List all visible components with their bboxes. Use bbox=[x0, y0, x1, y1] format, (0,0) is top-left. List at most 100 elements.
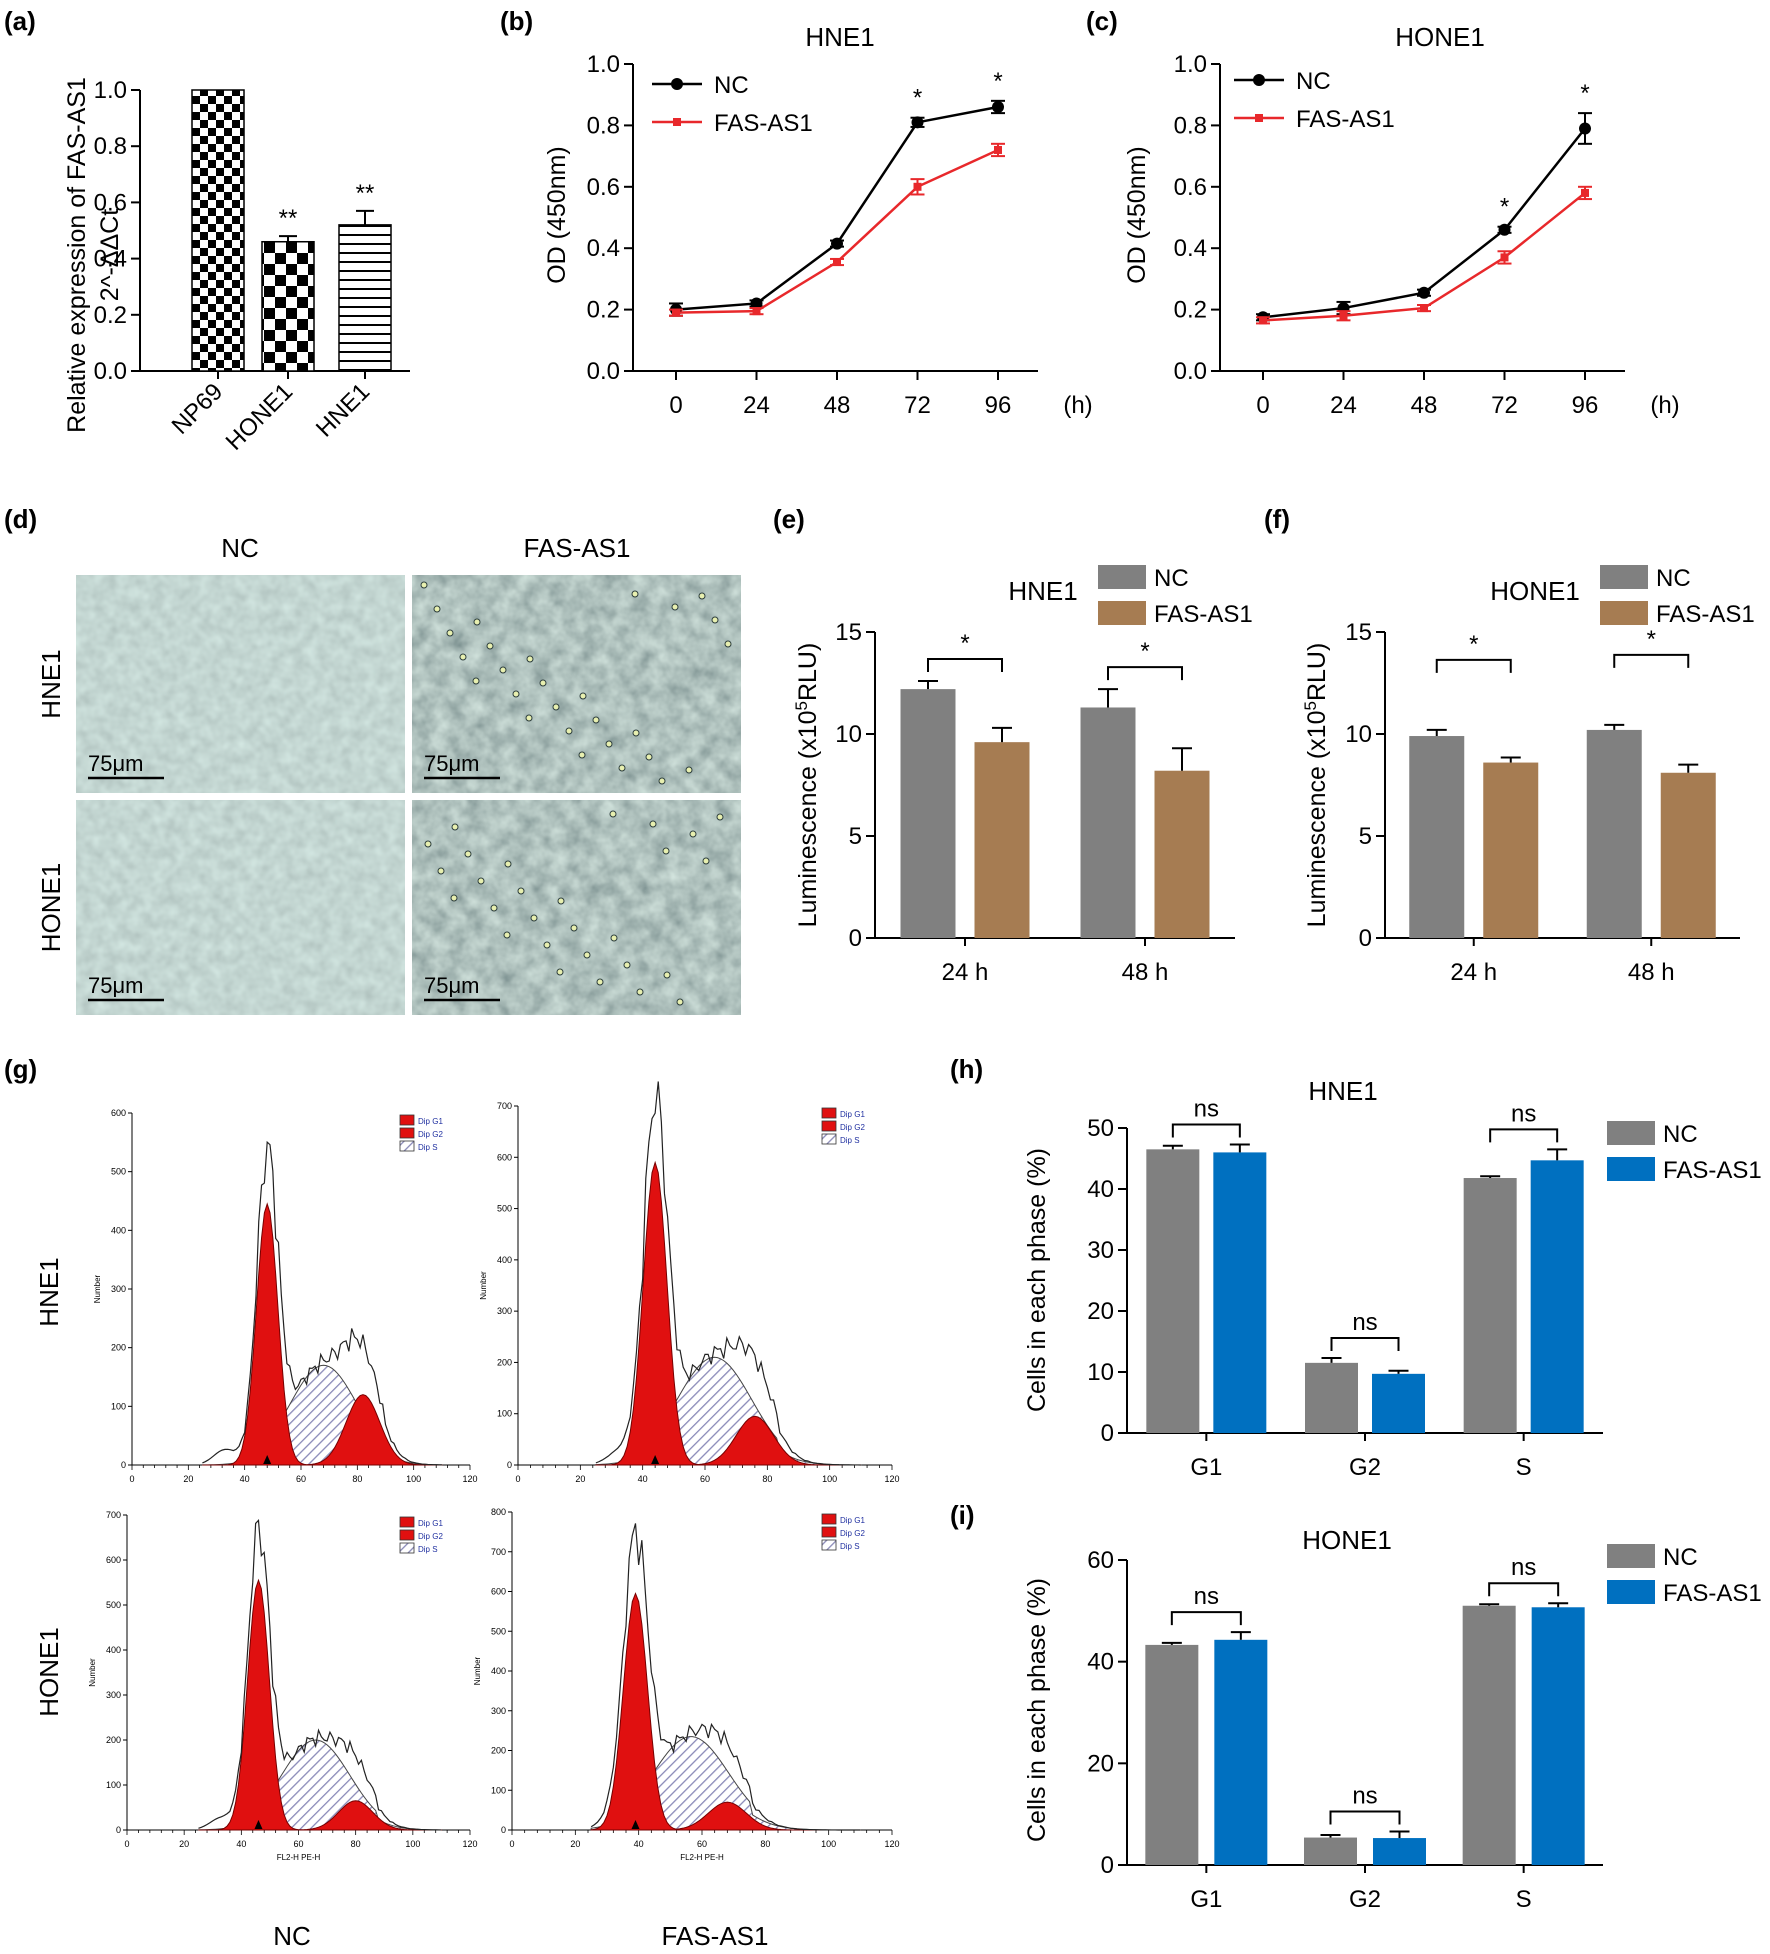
panel-i-x-tick-label: S bbox=[1516, 1886, 1532, 1913]
panel-a-x-tick-label: NP69 bbox=[167, 378, 229, 440]
panel-h-y-tick-label: 20 bbox=[1087, 1298, 1114, 1325]
significance-mark: ns bbox=[1511, 1100, 1536, 1127]
cell-highlight bbox=[618, 764, 626, 772]
panel-e-y-tick-label: 0 bbox=[849, 925, 862, 952]
histogram-legend-swatch bbox=[821, 1107, 837, 1119]
legend-label-FAS-AS1: FAS-AS1 bbox=[1663, 1580, 1762, 1607]
significance-bracket bbox=[1170, 1611, 1242, 1626]
significance-mark: * bbox=[960, 630, 969, 657]
panel-f-y-tick-label: 15 bbox=[1345, 619, 1372, 646]
histogram-y-tick-label: 300 bbox=[491, 1706, 506, 1716]
panel-g-label: (g) bbox=[4, 1054, 37, 1084]
significance-mark: ** bbox=[356, 180, 375, 207]
histogram-x-tick-label: 20 bbox=[575, 1474, 585, 1484]
legend-marker bbox=[1255, 114, 1263, 122]
panel-i-y-tick-label: 40 bbox=[1087, 1649, 1114, 1676]
panel-a-x-tick-label: HNE1 bbox=[311, 378, 375, 442]
panel-a-y-label-2: 2^-ΔΔCt bbox=[96, 209, 124, 301]
panel-b-x-tick-label: 48 bbox=[824, 392, 851, 419]
cell-highlight bbox=[504, 860, 512, 868]
histogram-g1-peak bbox=[595, 1160, 861, 1466]
histogram-x-tick-label: 0 bbox=[129, 1474, 134, 1484]
cell-highlight bbox=[490, 904, 498, 912]
panel-c-y-tick-label: 0.2 bbox=[1174, 297, 1207, 324]
histogram-y-tick-label: 100 bbox=[491, 1785, 506, 1795]
cell-highlight bbox=[685, 766, 693, 774]
cell-highlight bbox=[446, 629, 454, 637]
cell-highlight bbox=[570, 924, 578, 932]
histogram-y-label: Number bbox=[479, 1271, 488, 1300]
bar-FAS-AS1-24 h bbox=[1483, 762, 1539, 938]
panel-h-y-label: Cells in each phase (%) bbox=[1023, 1148, 1051, 1412]
panel-h-y-tick-label: 0 bbox=[1101, 1420, 1114, 1447]
cell-highlight bbox=[579, 692, 587, 700]
histogram-y-tick-label: 100 bbox=[106, 1780, 121, 1790]
legend-label-NC: NC bbox=[1154, 565, 1189, 592]
histogram-x-tick-label: 80 bbox=[762, 1474, 772, 1484]
histogram-envelope bbox=[595, 1081, 861, 1466]
significance-mark: ns bbox=[1194, 1583, 1219, 1610]
bar-NC-G2 bbox=[1305, 1362, 1358, 1433]
histogram-x-tick-label: 120 bbox=[462, 1474, 477, 1484]
histogram-y-tick-label: 800 bbox=[491, 1507, 506, 1517]
significance-bracket bbox=[1171, 1123, 1241, 1138]
panel-h-y-tick-label: 30 bbox=[1087, 1237, 1114, 1264]
cell-highlight bbox=[543, 941, 551, 949]
series-line-FAS-AS1 bbox=[1262, 191, 1586, 322]
cell-highlight bbox=[605, 740, 613, 748]
legend-label-NC: NC bbox=[714, 72, 749, 99]
panel-c-y-tick-label: 0.4 bbox=[1174, 235, 1207, 262]
scale-bar-label: 75μm bbox=[424, 751, 479, 776]
histogram-y-tick-label: 700 bbox=[491, 1547, 506, 1557]
histogram-y-tick-label: 100 bbox=[111, 1401, 126, 1411]
bar-FAS-AS1-48 h bbox=[1660, 772, 1716, 938]
histogram-x-tick-label: 40 bbox=[240, 1474, 250, 1484]
histogram-y-tick-label: 200 bbox=[106, 1735, 121, 1745]
micrograph-image bbox=[76, 575, 405, 793]
micrograph-row-label: HNE1 bbox=[36, 649, 66, 718]
panel-e-y-label: Luminescence (x105RLU) bbox=[792, 643, 822, 928]
panel-i-y-tick-label: 20 bbox=[1087, 1750, 1114, 1777]
histogram-x-tick-label: 80 bbox=[352, 1474, 362, 1484]
cell-highlight bbox=[525, 714, 533, 722]
panel-h-y-tick-label: 10 bbox=[1087, 1359, 1114, 1386]
significance-mark: ns bbox=[1194, 1095, 1219, 1122]
cell-highlight bbox=[671, 603, 679, 611]
histogram-legend-swatch bbox=[399, 1529, 415, 1541]
histogram-y-tick-label: 200 bbox=[491, 1746, 506, 1756]
panel-e-y-tick-label: 15 bbox=[835, 619, 862, 646]
panel-b-x-tick-label: 24 bbox=[743, 392, 770, 419]
significance-mark: * bbox=[1500, 194, 1509, 221]
data-point-FAS-AS1 bbox=[1581, 188, 1589, 197]
histogram-x-tick-label: 40 bbox=[638, 1474, 648, 1484]
cell-highlight bbox=[609, 810, 617, 818]
histogram-legend-swatch bbox=[399, 1114, 415, 1126]
histogram-y-tick-label: 600 bbox=[497, 1152, 512, 1162]
histogram-legend-label: Dip G1 bbox=[418, 1117, 443, 1126]
panel-a-y-tick-label: 0.4 bbox=[94, 246, 127, 273]
histogram-x-tick-label: 120 bbox=[884, 1839, 899, 1849]
histogram-y-tick-label: 300 bbox=[106, 1690, 121, 1700]
histogram-y-tick-label: 0 bbox=[501, 1825, 506, 1835]
cell-highlight bbox=[632, 729, 640, 737]
panel-h-y-tick-label: 50 bbox=[1087, 1115, 1114, 1142]
data-point-NC bbox=[750, 297, 763, 310]
significance-mark: ns bbox=[1352, 1782, 1377, 1809]
micrograph-image bbox=[412, 575, 741, 793]
legend-label-FAS-AS1: FAS-AS1 bbox=[714, 110, 813, 137]
panel-f-label: (f) bbox=[1264, 504, 1290, 534]
bar-HNE1 bbox=[338, 224, 392, 372]
histogram-legend-label: Dip S bbox=[418, 1545, 438, 1554]
histogram-x-tick-label: 100 bbox=[821, 1839, 836, 1849]
histogram-marker-triangle bbox=[631, 1820, 640, 1829]
histogram-subplot: 0 100 200 300 400 500 600 700 0 20 40 60 80 100 120 Num… bbox=[88, 1510, 478, 1862]
cell-highlight bbox=[552, 703, 560, 711]
histogram-y-tick-label: 0 bbox=[121, 1460, 126, 1470]
histogram-legend-label: Dip G2 bbox=[418, 1532, 443, 1541]
panel-f-x-tick-label: 24 h bbox=[1450, 959, 1497, 986]
histogram-g1-peak bbox=[198, 1578, 442, 1831]
histogram-legend-swatch bbox=[821, 1513, 837, 1525]
legend-marker bbox=[673, 118, 681, 126]
cell-highlight bbox=[636, 988, 644, 996]
significance-bracket bbox=[1329, 1810, 1401, 1825]
